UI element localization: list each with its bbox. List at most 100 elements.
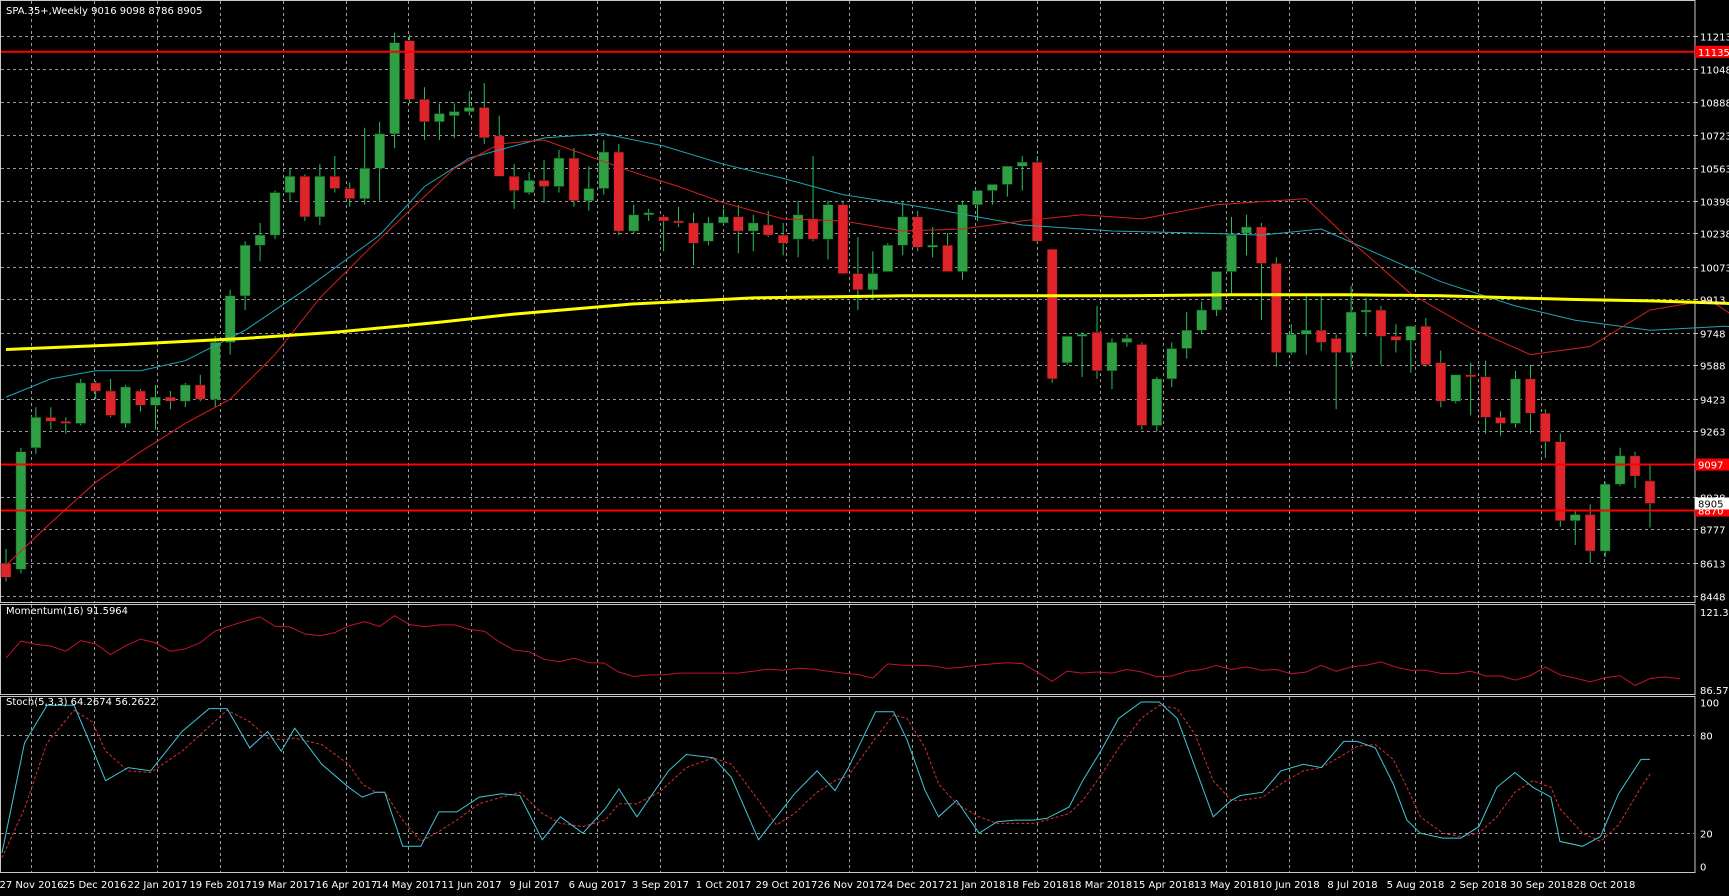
candle-body xyxy=(927,244,938,248)
candle xyxy=(254,222,266,262)
candle xyxy=(1330,334,1342,410)
candle xyxy=(867,251,879,300)
candle xyxy=(1510,370,1521,428)
time-label: 30 Sep 2018 xyxy=(1510,880,1573,891)
momentum-label: Momentum(16) 91.5964 xyxy=(6,606,128,617)
candle xyxy=(1555,433,1566,527)
candle-body xyxy=(1181,330,1192,349)
candle-body xyxy=(1495,417,1506,424)
candle xyxy=(1256,222,1267,321)
candle xyxy=(553,150,565,193)
candle xyxy=(1570,510,1581,545)
candle-body xyxy=(150,396,161,406)
price-tick-label: 10563 xyxy=(1700,165,1729,176)
candle xyxy=(1271,257,1282,367)
candle xyxy=(703,216,714,246)
price-tick-label: 9588 xyxy=(1700,362,1725,373)
time-label: 25 Dec 2016 xyxy=(63,880,127,891)
candle-body xyxy=(404,40,415,100)
price-tick-label: 10238 xyxy=(1700,230,1729,241)
candle-body xyxy=(464,107,475,112)
candle-body xyxy=(1480,376,1491,418)
momentum-tick-label: 121.3714 xyxy=(1700,608,1729,619)
candle-body xyxy=(1599,483,1611,552)
stoch-tick-label: 80 xyxy=(1700,732,1713,743)
momentum-line xyxy=(5,615,1680,687)
candle xyxy=(1614,447,1626,487)
candle-body xyxy=(135,390,146,406)
candle xyxy=(1495,411,1506,436)
candle-body xyxy=(807,218,819,240)
candle-body xyxy=(957,204,968,272)
candle-body xyxy=(1031,161,1043,242)
candle xyxy=(434,103,445,140)
time-label: 9 Jul 2017 xyxy=(509,880,559,891)
candle-body xyxy=(912,216,923,248)
candle-body xyxy=(1091,332,1103,372)
candle xyxy=(598,139,610,195)
time-label: 13 May 2018 xyxy=(1194,880,1259,891)
candle-body xyxy=(643,212,654,216)
candle-body xyxy=(583,188,595,201)
candle xyxy=(912,210,923,252)
candle xyxy=(1390,324,1402,353)
candle xyxy=(1301,293,1312,355)
candle xyxy=(1420,318,1432,367)
candle-body xyxy=(1017,161,1028,167)
candle xyxy=(628,204,639,234)
time-label: 28 Oct 2018 xyxy=(1574,880,1636,891)
price-level-tag xyxy=(1695,45,1729,58)
candle-body xyxy=(90,382,101,392)
price-level-tag xyxy=(1695,504,1729,517)
candle-body xyxy=(822,204,834,240)
candle-body xyxy=(254,234,266,246)
candle-body xyxy=(688,222,699,244)
candle xyxy=(209,336,221,408)
time-label: 26 Nov 2017 xyxy=(817,880,881,891)
candle-body xyxy=(1555,441,1566,521)
candle-body xyxy=(1570,514,1581,521)
candle xyxy=(75,378,86,426)
candle xyxy=(1076,332,1088,377)
candle xyxy=(90,380,101,400)
candle-body xyxy=(344,188,355,199)
candle xyxy=(733,204,744,254)
candle xyxy=(359,127,370,205)
candle-body xyxy=(449,111,460,116)
candle xyxy=(1599,482,1611,558)
candle xyxy=(195,374,206,402)
time-label: 18 Feb 2018 xyxy=(1006,880,1068,891)
candle xyxy=(957,200,968,280)
candle xyxy=(329,156,341,193)
time-label: 3 Sep 2017 xyxy=(632,880,689,891)
candle-body xyxy=(1525,378,1536,414)
time-label: 22 Jan 2017 xyxy=(128,880,188,891)
candle-body xyxy=(180,384,191,402)
candle xyxy=(942,233,953,272)
price-tick-label: 10398 xyxy=(1700,198,1729,209)
price-tick-label: 8613 xyxy=(1700,560,1725,571)
candle-body xyxy=(792,214,804,240)
candle-body xyxy=(45,417,57,422)
candle-body xyxy=(762,224,774,236)
time-label: 15 Apr 2018 xyxy=(1133,880,1195,891)
candle xyxy=(404,34,415,104)
stochastic-label: Stoch(5,3,3) 64.2674 56.2622 xyxy=(6,697,157,708)
candle xyxy=(1106,338,1118,390)
candle-body xyxy=(120,386,131,424)
price-level-tag xyxy=(1695,458,1729,471)
price-tick-label: 8448 xyxy=(1700,593,1725,604)
candle xyxy=(1450,374,1461,404)
candle xyxy=(748,214,759,252)
candle xyxy=(508,164,520,209)
candle-body xyxy=(1465,374,1476,378)
time-label: 2 Sep 2018 xyxy=(1450,880,1507,891)
stoch-tick-label: 20 xyxy=(1700,830,1713,841)
candle xyxy=(613,143,625,236)
candle-body xyxy=(613,151,625,232)
time-label: 21 Jan 2018 xyxy=(946,880,1006,891)
candle-body xyxy=(882,244,894,272)
candle-body xyxy=(209,342,221,400)
candle-body xyxy=(329,176,341,189)
